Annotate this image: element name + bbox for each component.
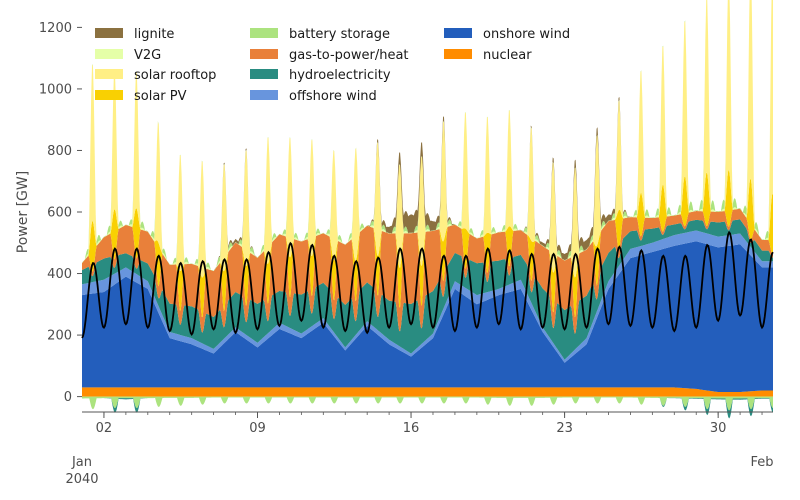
legend-item-battery-storage: battery storage <box>250 27 390 42</box>
x-offset-label: Jan <box>71 455 92 470</box>
x-tick-label: 30 <box>710 421 727 436</box>
legend-item-gas-to-power-heat: gas-to-power/heat <box>250 48 409 63</box>
legend-swatch <box>95 69 123 79</box>
load-line <box>81 230 774 339</box>
load-line-group <box>81 230 774 339</box>
neg-area-battery-storage <box>82 396 773 411</box>
legend-swatch <box>444 49 472 59</box>
legend-label: battery storage <box>289 27 390 42</box>
legend-label: onshore wind <box>483 27 570 42</box>
y-tick-label: 1200 <box>39 21 72 36</box>
legend-swatch <box>95 28 123 38</box>
x-tick-label: 23 <box>556 421 573 436</box>
x-tick-label: 02 <box>96 421 113 436</box>
legend-label: solar PV <box>134 89 187 104</box>
y-axis-title: Power [GW] <box>15 171 31 253</box>
y-tick-label: 600 <box>47 206 72 221</box>
legend-label: nuclear <box>483 48 532 63</box>
area-nuclear <box>82 387 773 397</box>
legend-label: lignite <box>134 27 174 42</box>
legend-item-solar-rooftop: solar rooftop <box>95 68 216 83</box>
area-onshore-wind <box>82 241 773 392</box>
y-tick-label: 200 <box>47 329 72 344</box>
legend-item-solar-pv: solar PV <box>95 89 187 104</box>
legend-swatch <box>95 90 123 100</box>
x-tick-label: 16 <box>403 421 420 436</box>
legend-label: offshore wind <box>289 89 377 104</box>
y-tick-label: 1000 <box>39 82 72 97</box>
stacked-areas <box>82 0 773 397</box>
legend-swatch <box>444 28 472 38</box>
legend-item-hydroelectricity: hydroelectricity <box>250 68 391 83</box>
y-tick-label: 0 <box>64 390 72 405</box>
legend-swatch <box>250 69 278 79</box>
legend-label: solar rooftop <box>134 68 216 83</box>
y-tick-label: 400 <box>47 267 72 282</box>
legend-label: hydroelectricity <box>289 68 391 83</box>
area-gas-to-power-heat <box>82 208 773 334</box>
legend: lignite V2G solar rooftop solar PV battery s… <box>95 27 570 104</box>
axes: 0 200 400 600 800 1000 1200 02 09 16 23 30 Jan 2040 Fe… <box>15 21 774 487</box>
legend-swatch <box>250 49 278 59</box>
legend-swatch <box>250 28 278 38</box>
legend-item-onshore-wind: onshore wind <box>444 27 570 42</box>
y-tick-label: 800 <box>47 144 72 159</box>
x-tick-label: 09 <box>249 421 266 436</box>
neg-area-hydroelectricity <box>82 397 773 419</box>
legend-item-v2g: V2G <box>95 48 161 63</box>
x-offset-label: Feb <box>751 455 774 470</box>
legend-label: gas-to-power/heat <box>289 48 409 63</box>
legend-item-nuclear: nuclear <box>444 48 532 63</box>
legend-label: V2G <box>134 48 161 63</box>
legend-swatch <box>95 49 123 59</box>
x-offset-sublabel: 2040 <box>65 472 98 487</box>
legend-item-offshore-wind: offshore wind <box>250 89 377 104</box>
negative-areas <box>82 396 773 419</box>
legend-swatch <box>250 90 278 100</box>
legend-item-lignite: lignite <box>95 27 174 42</box>
area-lignite <box>82 0 772 271</box>
